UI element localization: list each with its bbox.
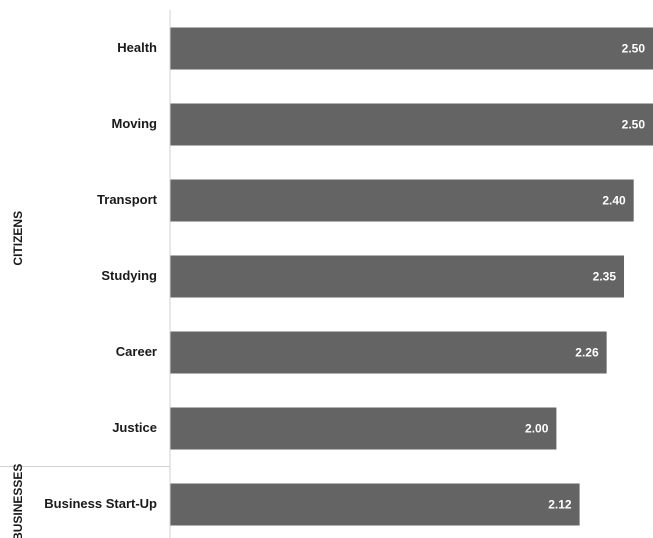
value-label-moving: 2.50 bbox=[622, 118, 646, 132]
category-label-health: Health bbox=[117, 40, 157, 55]
category-label-business-start-up: Business Start-Up bbox=[44, 496, 157, 511]
value-label-health: 2.50 bbox=[622, 42, 646, 56]
value-label-studying: 2.35 bbox=[593, 270, 617, 284]
value-label-transport: 2.40 bbox=[602, 194, 626, 208]
value-label-justice: 2.00 bbox=[525, 422, 549, 436]
category-label-career: Career bbox=[116, 344, 157, 359]
bar-health bbox=[170, 27, 653, 70]
category-label-justice: Justice bbox=[112, 420, 157, 435]
category-label-transport: Transport bbox=[97, 192, 158, 207]
value-label-business-start-up: 2.12 bbox=[548, 498, 572, 512]
bar-moving bbox=[170, 103, 653, 146]
category-label-moving: Moving bbox=[112, 116, 158, 131]
bar-career bbox=[170, 331, 607, 374]
bar-studying bbox=[170, 255, 625, 298]
group-label-citizens: CITIZENS bbox=[11, 211, 25, 266]
bar-transport bbox=[170, 179, 634, 222]
group-label-businesses: BUSINESSES bbox=[11, 464, 25, 538]
category-label-studying: Studying bbox=[101, 268, 157, 283]
bar-justice bbox=[170, 407, 557, 450]
bar-business-start-up bbox=[170, 483, 580, 526]
value-label-career: 2.26 bbox=[575, 346, 599, 360]
